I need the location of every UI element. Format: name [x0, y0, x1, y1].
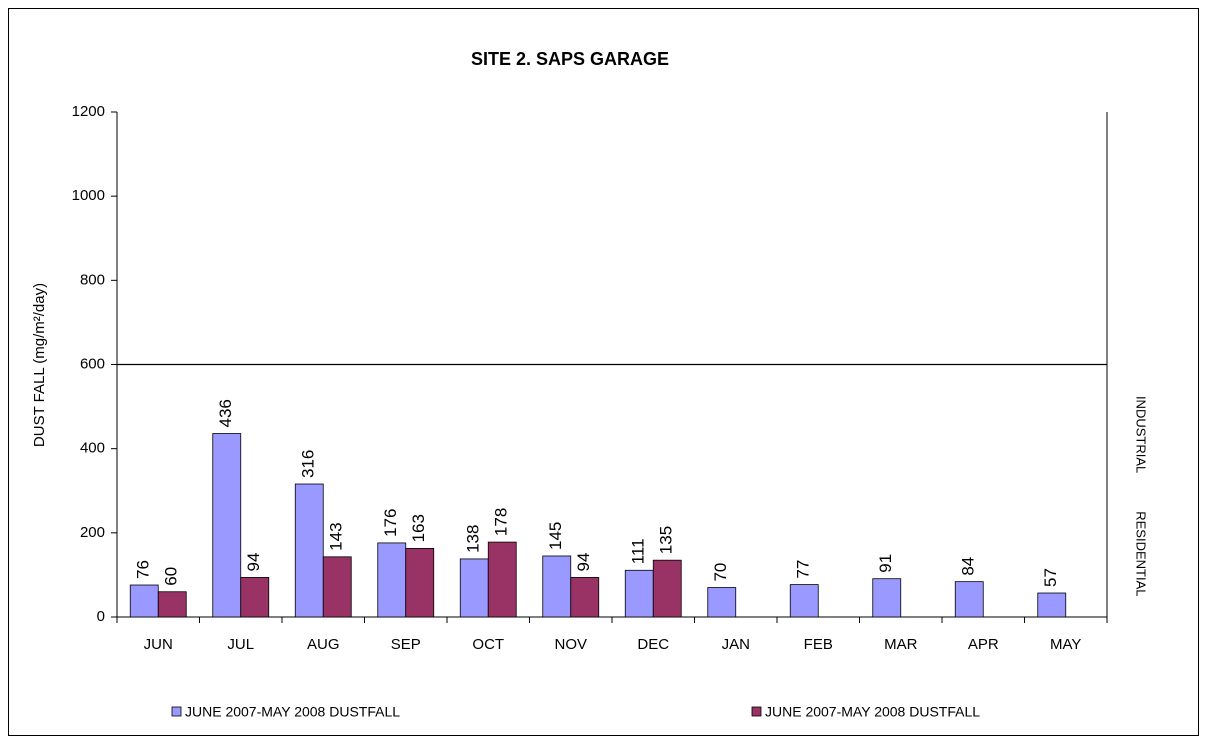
bar [1037, 592, 1067, 618]
data-label: 176 [381, 509, 400, 537]
data-label: 316 [299, 450, 318, 478]
bar [789, 584, 819, 618]
y-tick-label: 1200 [72, 103, 105, 120]
chart-frame [8, 8, 1199, 736]
bar [129, 584, 159, 618]
bar [157, 591, 187, 618]
legend-swatch [751, 706, 762, 717]
data-label: 178 [492, 508, 511, 536]
chart-title: SITE 2. SAPS GARAGE [471, 49, 669, 69]
bar [240, 577, 270, 618]
data-label: 70 [711, 563, 730, 582]
data-label: 76 [134, 560, 153, 579]
data-label: 436 [216, 399, 235, 427]
bar [542, 555, 572, 618]
bar [954, 581, 984, 618]
x-tick-label: MAY [1050, 636, 1081, 653]
bar [459, 558, 489, 618]
bar [707, 587, 737, 618]
data-label: 91 [876, 554, 895, 573]
x-tick-label: AUG [307, 636, 340, 653]
zone-label: INDUSTRIAL [1134, 396, 1149, 473]
y-tick-label: 600 [80, 355, 105, 372]
data-label: 77 [794, 560, 813, 579]
x-tick-label: JAN [722, 636, 750, 653]
data-label: 145 [546, 522, 565, 550]
bar [212, 433, 242, 618]
data-label: 60 [162, 567, 181, 586]
bar [377, 542, 407, 618]
bar [652, 559, 682, 618]
y-tick-label: 200 [80, 524, 105, 541]
bar [872, 578, 902, 618]
x-tick-label: OCT [472, 636, 504, 653]
data-label: 84 [959, 557, 978, 576]
bar [322, 556, 352, 618]
legend-swatch [171, 706, 182, 717]
x-tick-label: APR [968, 636, 999, 653]
y-tick-label: 1000 [72, 187, 105, 204]
data-label: 111 [629, 538, 648, 564]
y-axis-label: DUST FALL (mg/m²/day) [31, 283, 48, 447]
legend-label: JUNE 2007-MAY 2008 DUSTFALL [765, 704, 980, 720]
x-tick-label: FEB [804, 636, 833, 653]
y-tick-label: 800 [80, 271, 105, 288]
legend-label: JUNE 2007-MAY 2008 DUSTFALL [185, 704, 400, 720]
y-tick-label: 0 [97, 608, 105, 625]
x-tick-label: JUN [144, 636, 173, 653]
zone-label: RESIDENTIAL [1134, 511, 1149, 596]
bar [294, 483, 324, 618]
bar [405, 548, 435, 618]
bar [570, 577, 600, 618]
data-label: 143 [327, 522, 346, 550]
bar [624, 569, 654, 618]
data-label: 57 [1041, 568, 1060, 587]
data-label: 163 [409, 514, 428, 542]
data-label: 94 [244, 553, 263, 572]
x-tick-label: MAR [884, 636, 918, 653]
data-label: 135 [657, 526, 676, 554]
x-tick-label: NOV [554, 636, 587, 653]
y-tick-label: 400 [80, 440, 105, 457]
data-label: 138 [464, 525, 483, 553]
x-tick-label: DEC [637, 636, 669, 653]
x-tick-label: SEP [391, 636, 421, 653]
bar [487, 541, 517, 618]
data-label: 94 [574, 553, 593, 572]
x-tick-label: JUL [227, 636, 254, 653]
